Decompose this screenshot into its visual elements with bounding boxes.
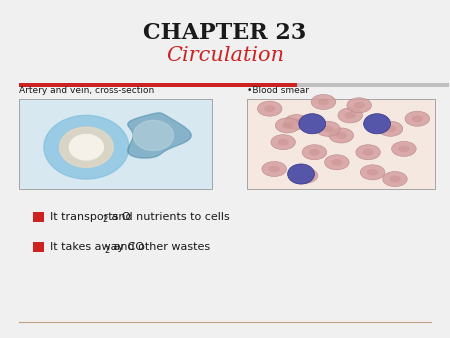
Ellipse shape [363,149,374,155]
Ellipse shape [282,122,293,129]
FancyBboxPatch shape [19,99,212,189]
Ellipse shape [257,101,282,116]
Ellipse shape [262,162,287,176]
FancyBboxPatch shape [33,242,44,252]
Polygon shape [69,135,104,160]
Ellipse shape [389,176,400,183]
Ellipse shape [336,132,347,139]
Ellipse shape [291,119,302,125]
Ellipse shape [405,111,430,126]
Text: 2: 2 [103,215,108,224]
Circle shape [364,114,391,134]
Ellipse shape [347,98,371,113]
Ellipse shape [302,145,327,160]
Ellipse shape [345,112,356,119]
Text: It transports O: It transports O [50,212,130,222]
Ellipse shape [412,115,423,122]
Ellipse shape [398,146,410,152]
Ellipse shape [378,121,403,136]
Ellipse shape [311,94,336,110]
FancyBboxPatch shape [297,83,449,87]
Ellipse shape [275,118,300,133]
Polygon shape [133,120,174,150]
Ellipse shape [392,141,416,156]
Ellipse shape [264,105,275,112]
Ellipse shape [269,166,280,172]
Ellipse shape [367,169,378,176]
Text: and other wastes: and other wastes [110,242,210,252]
Ellipse shape [324,155,349,170]
FancyBboxPatch shape [19,83,297,87]
Ellipse shape [293,168,318,183]
Ellipse shape [356,145,380,160]
Text: •Blood smear: •Blood smear [248,86,309,95]
Ellipse shape [360,165,385,180]
Ellipse shape [382,171,407,187]
Ellipse shape [385,125,396,132]
Ellipse shape [338,108,363,123]
Text: Circulation: Circulation [166,46,284,65]
Ellipse shape [309,149,320,155]
Ellipse shape [300,172,311,179]
Ellipse shape [329,128,354,143]
Ellipse shape [331,159,342,166]
Text: It takes away CO: It takes away CO [50,242,144,252]
Ellipse shape [315,121,340,136]
Ellipse shape [278,139,289,146]
Polygon shape [59,127,113,167]
FancyBboxPatch shape [248,99,435,189]
Ellipse shape [354,102,365,108]
Circle shape [288,164,315,184]
Circle shape [299,114,326,134]
Text: Artery and vein, cross-section: Artery and vein, cross-section [19,86,154,95]
FancyBboxPatch shape [33,212,44,222]
Text: and nutrients to cells: and nutrients to cells [108,212,230,222]
Ellipse shape [318,99,329,105]
Ellipse shape [271,135,296,150]
Ellipse shape [284,115,309,129]
Ellipse shape [322,125,333,132]
Text: CHAPTER 23: CHAPTER 23 [144,22,306,44]
Text: 2: 2 [105,246,110,255]
Polygon shape [128,113,191,158]
Polygon shape [44,115,129,179]
